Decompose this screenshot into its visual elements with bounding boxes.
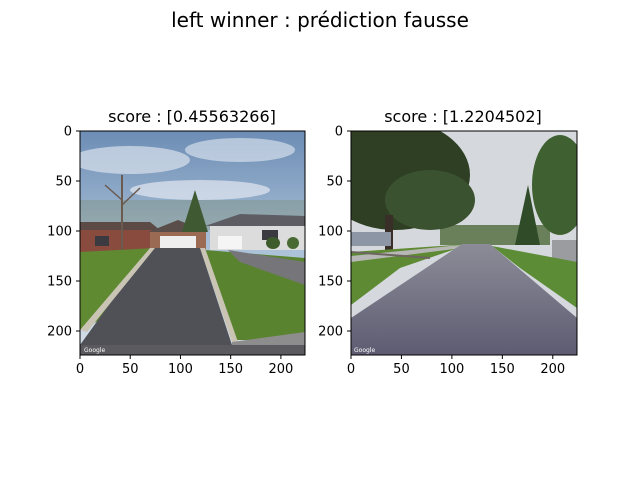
left-ytick-label-0: 0: [64, 125, 72, 140]
right-ytick-label-4: 200: [318, 325, 343, 340]
right-watermark: Google: [354, 347, 375, 354]
left-axes-frame: [79, 130, 306, 356]
left-xtick-label-1: 50: [122, 362, 139, 377]
right-ytick-label-3: 150: [318, 275, 343, 290]
left-xtick-label-4: 200: [268, 362, 293, 377]
right-ytick-label-1: 50: [326, 175, 343, 190]
right-ytick-label-2: 100: [318, 225, 343, 240]
left-xtick-label-3: 150: [218, 362, 243, 377]
left-axis-ticks: 0 50 100 150 200 0 50 100 150 200: [47, 125, 293, 378]
right-axis-ticks: 0 50 100 150 200 0 50 100 150 200: [318, 125, 565, 378]
left-panel-title: score : [0.45563266]: [108, 107, 276, 126]
right-panel: score : [1.2204502]: [318, 107, 578, 378]
right-xtick-label-1: 50: [393, 362, 410, 377]
left-panel: score : [0.45563266]: [47, 107, 306, 378]
right-xtick-label-2: 100: [439, 362, 464, 377]
left-xtick-label-0: 0: [76, 362, 84, 377]
left-ytick-label-2: 100: [47, 225, 72, 240]
left-ytick-label-1: 50: [55, 175, 72, 190]
figure-title: left winner : prédiction fausse: [171, 8, 469, 32]
left-street-image: Google: [80, 131, 305, 355]
left-ytick-label-3: 150: [47, 275, 72, 290]
left-watermark: Google: [84, 347, 105, 354]
right-xtick-label-3: 150: [490, 362, 515, 377]
left-xtick-label-2: 100: [168, 362, 193, 377]
right-xtick-label-0: 0: [347, 362, 355, 377]
right-ytick-label-0: 0: [335, 125, 343, 140]
right-street-image: Google: [351, 131, 577, 355]
right-axes-frame: [350, 130, 578, 356]
right-xtick-label-4: 200: [540, 362, 565, 377]
right-panel-title: score : [1.2204502]: [384, 107, 542, 126]
left-ytick-label-4: 200: [47, 325, 72, 340]
